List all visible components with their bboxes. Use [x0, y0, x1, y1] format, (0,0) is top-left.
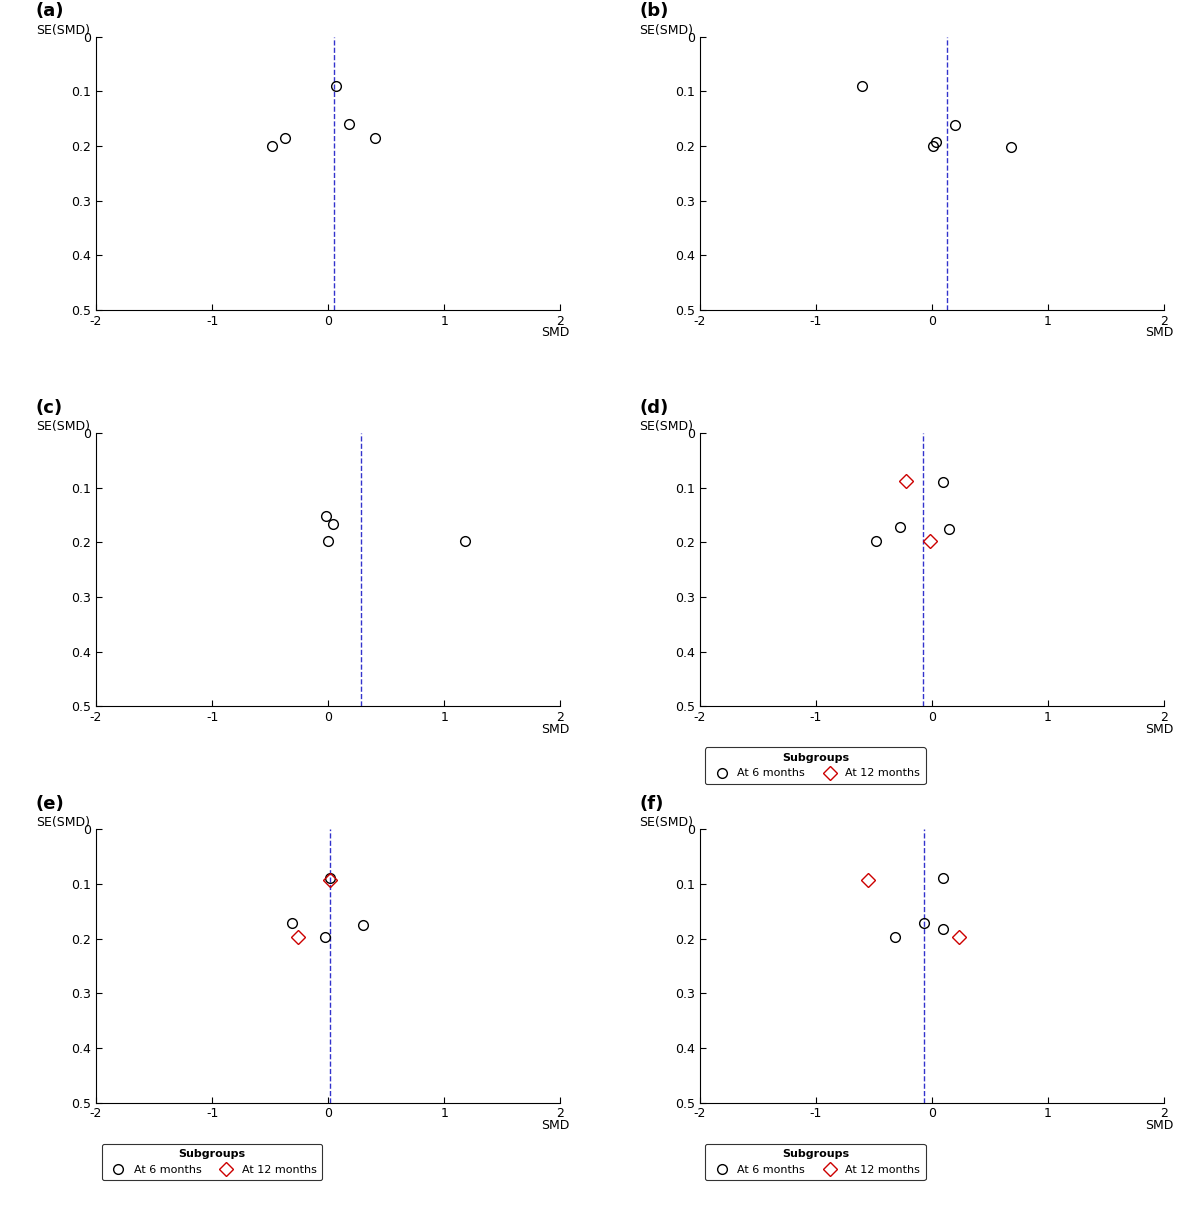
Text: SE(SMD): SE(SMD): [640, 23, 694, 37]
Text: SMD: SMD: [541, 326, 570, 339]
Text: SE(SMD): SE(SMD): [36, 420, 90, 432]
Legend: At 6 months, At 12 months: At 6 months, At 12 months: [706, 1144, 925, 1180]
Text: (c): (c): [36, 398, 62, 416]
Text: SE(SMD): SE(SMD): [36, 816, 90, 829]
Text: SMD: SMD: [541, 723, 570, 736]
Text: SE(SMD): SE(SMD): [640, 816, 694, 829]
Text: (a): (a): [36, 2, 64, 21]
Legend: At 6 months, At 12 months: At 6 months, At 12 months: [706, 747, 925, 784]
Text: SE(SMD): SE(SMD): [36, 23, 90, 37]
Text: (e): (e): [36, 795, 65, 813]
Legend: At 6 months, At 12 months: At 6 months, At 12 months: [102, 1144, 322, 1180]
Text: (f): (f): [640, 795, 664, 813]
Text: SMD: SMD: [1145, 723, 1174, 736]
Text: SMD: SMD: [1145, 326, 1174, 339]
Text: SMD: SMD: [1145, 1118, 1174, 1132]
Text: SMD: SMD: [541, 1118, 570, 1132]
Text: (b): (b): [640, 2, 668, 21]
Text: (d): (d): [640, 398, 668, 416]
Text: SE(SMD): SE(SMD): [640, 420, 694, 432]
